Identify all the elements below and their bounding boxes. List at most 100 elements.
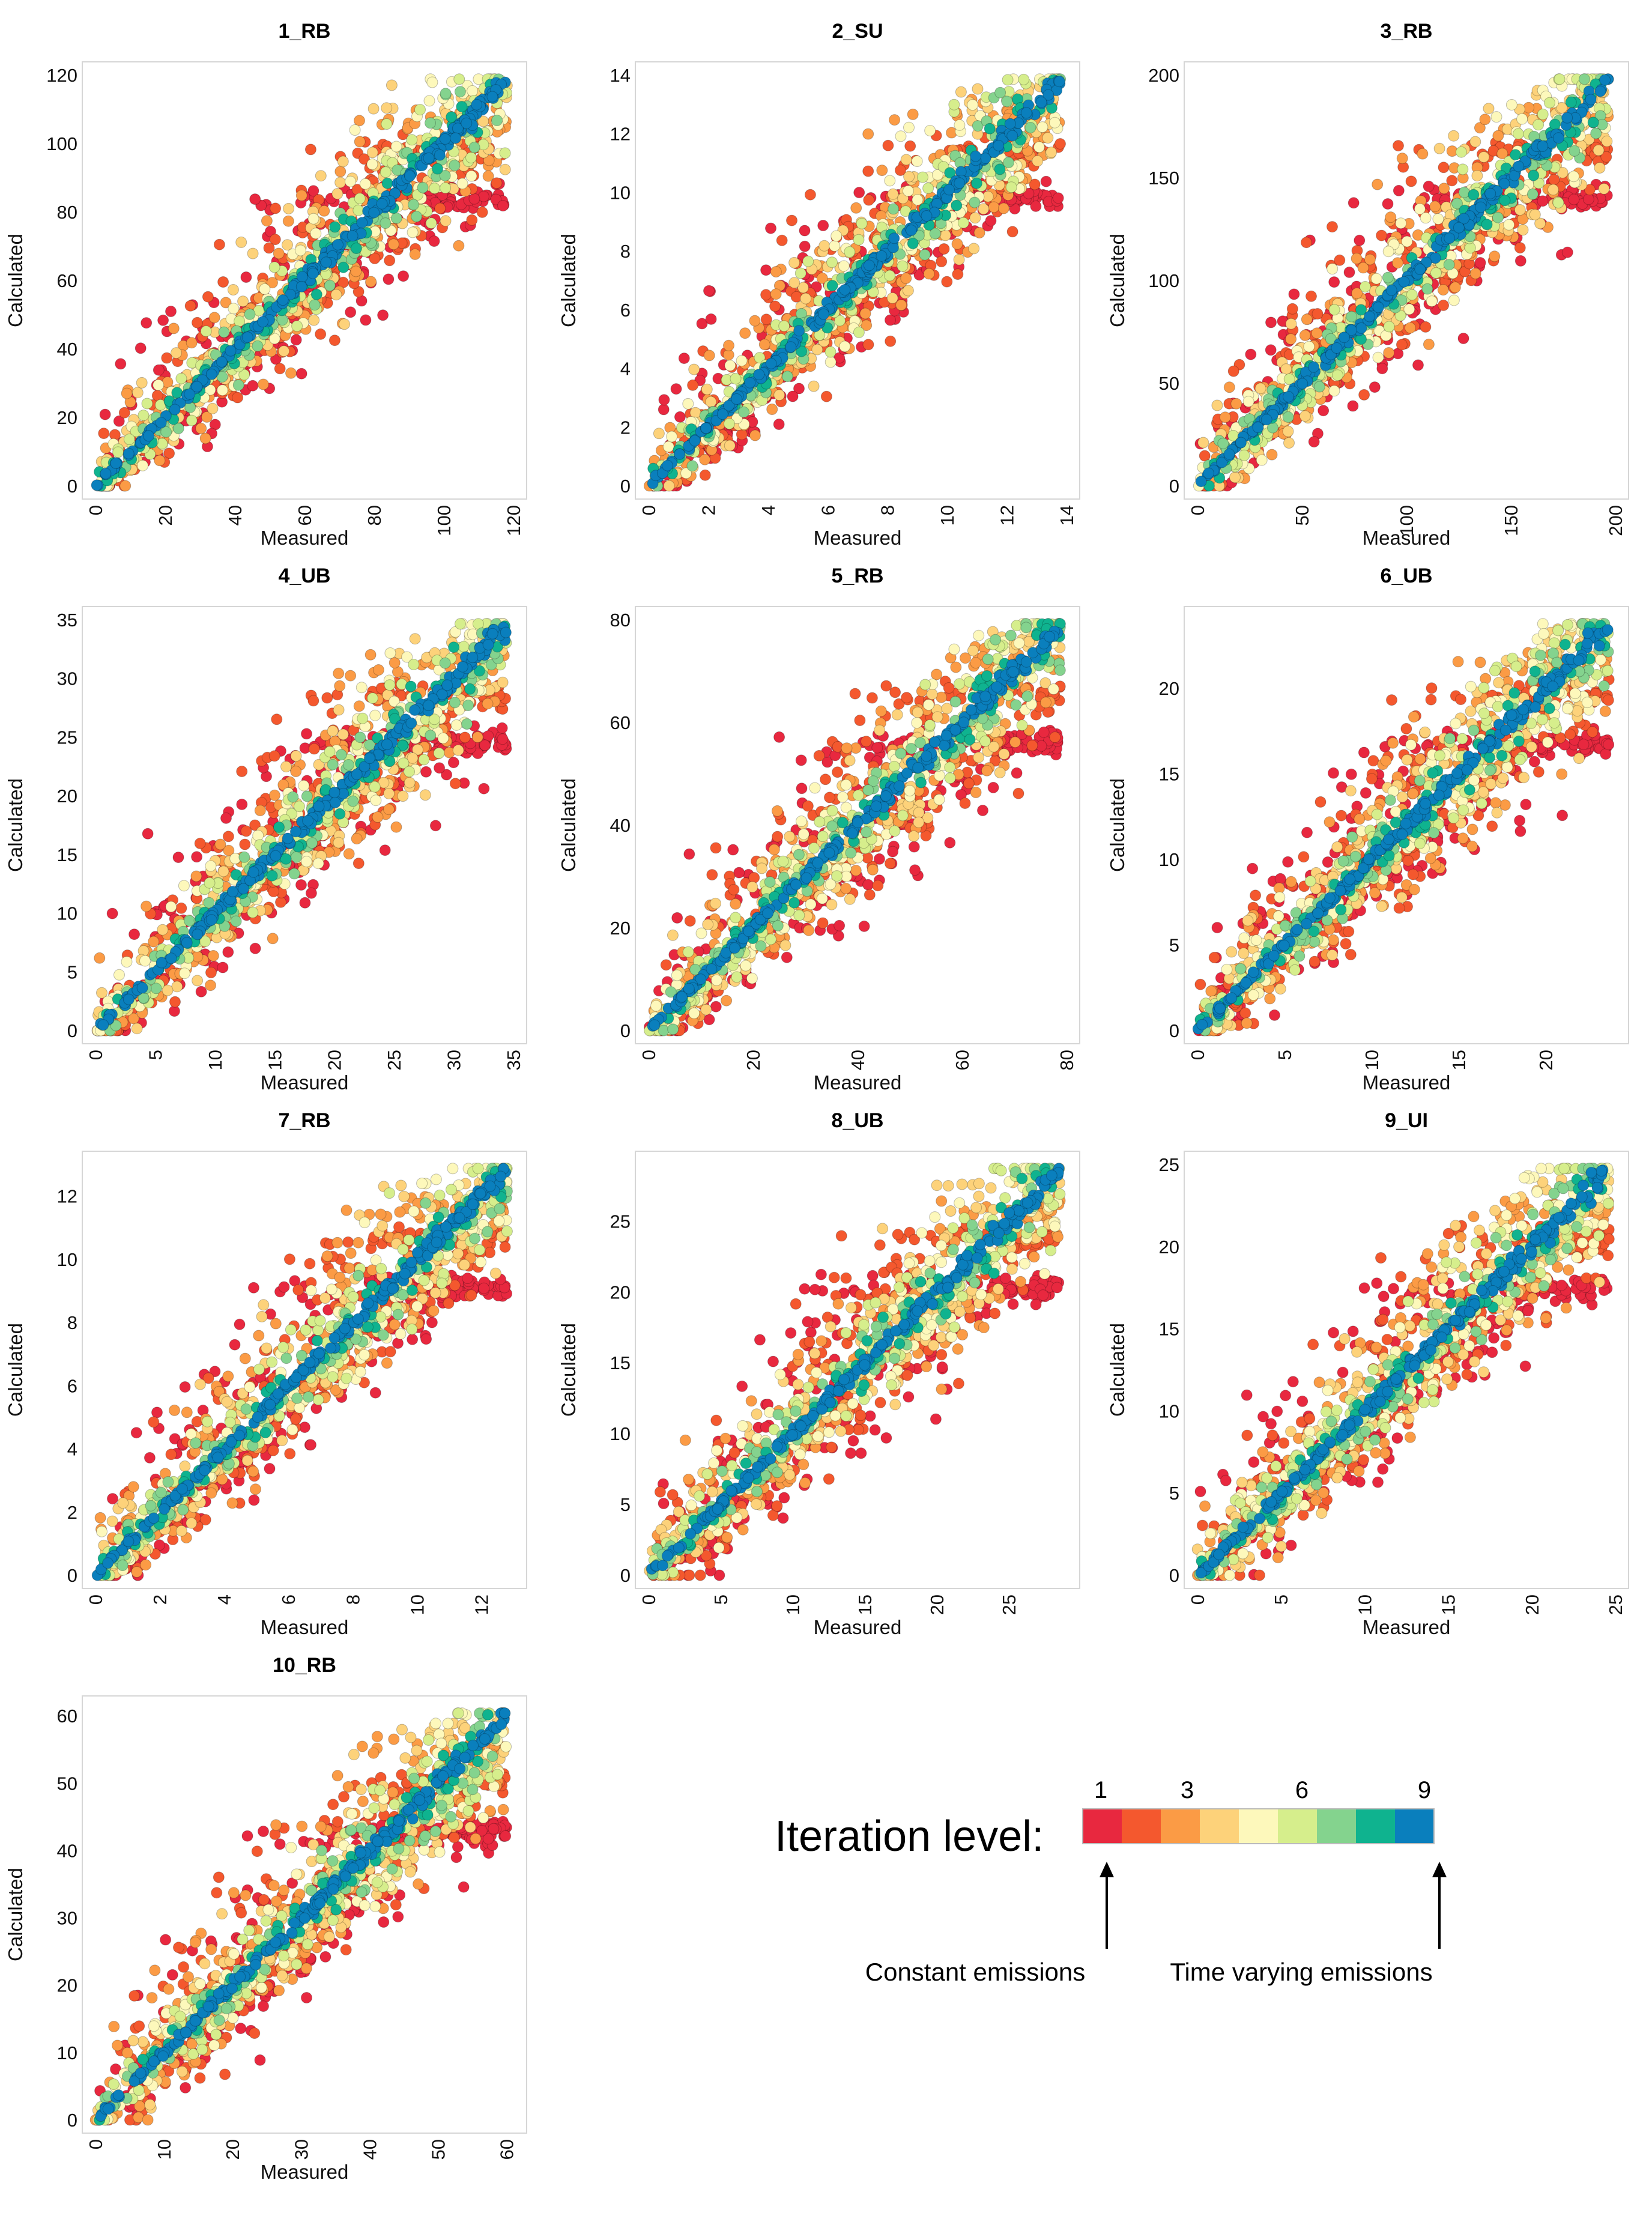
y-axis-label: Calculated [1106,234,1128,327]
data-point [1002,74,1014,86]
data-point [824,346,837,358]
data-point [447,757,459,769]
y-axis-label: Calculated [4,778,26,872]
data-point [1438,183,1450,195]
data-point [749,315,761,327]
data-point [1444,232,1456,244]
data-point [1437,284,1449,296]
data-point [131,1023,143,1035]
data-point [1510,149,1522,161]
data-point [1004,118,1016,130]
data-point [321,692,333,704]
data-point [799,225,811,237]
data-point [1052,192,1064,204]
data-point [1312,308,1324,319]
data-point [222,946,234,958]
data-point [882,139,894,151]
data-point [1393,140,1404,152]
y-tick-label: 20 [57,786,77,807]
x-tick-label: 40 [225,505,246,525]
data-point [290,334,302,346]
data-point [788,256,800,268]
data-point [390,212,402,224]
data-point [172,852,184,864]
data-point [497,200,509,212]
data-point [461,117,473,129]
data-point [1235,437,1247,449]
data-point [290,750,302,762]
data-point [380,217,392,229]
data-point [434,202,446,214]
data-point [345,306,357,318]
data-point [434,762,446,774]
data-point [334,166,346,178]
data-point [1327,263,1339,275]
x-tick-label: 15 [264,1050,285,1070]
data-point [969,212,981,224]
data-point [758,339,770,351]
data-point [499,147,511,159]
data-point [328,335,340,347]
data-point [163,447,175,459]
data-point [678,353,690,365]
data-point [153,379,165,391]
data-point [168,322,180,335]
data-point [1565,96,1577,108]
data-point [386,79,398,91]
data-point [1404,322,1416,334]
data-point [889,114,901,126]
data-point [1406,289,1418,301]
data-point [275,896,286,908]
data-point [136,377,148,389]
data-point [1358,389,1370,401]
data-point [1045,147,1057,159]
data-point [730,373,742,385]
data-point [838,260,850,272]
data-point [100,468,112,479]
data-point [1429,201,1441,213]
data-point [1303,341,1315,353]
data-point [938,243,950,255]
x-tick-label: 100 [434,505,455,536]
x-axis-label: Measured [261,527,349,549]
data-point [318,205,330,217]
data-point [432,163,443,175]
data-point [1599,74,1611,86]
data-point [1417,148,1429,160]
data-point [1528,169,1540,181]
data-point [397,790,409,802]
data-point [409,248,421,260]
data-point [1053,76,1065,88]
data-point [404,170,416,182]
data-point [1230,398,1242,410]
data-point [787,390,799,402]
data-point [994,86,1006,98]
data-point [490,193,502,205]
data-point [308,743,320,755]
data-point [1308,436,1320,448]
data-point [948,98,960,110]
data-point [736,355,748,367]
x-axis-label: Measured [814,527,902,549]
data-point [216,356,228,368]
data-point [333,837,345,849]
data-point [1517,224,1529,236]
data-point [268,750,280,762]
data-point [818,240,831,252]
data-point [383,804,395,816]
data-point [1203,467,1214,479]
x-tick-label: 60 [294,505,315,525]
data-point [195,985,207,997]
x-axis-label: Measured [261,1071,349,1094]
data-point [788,277,800,289]
data-point [808,380,820,392]
data-point [1296,378,1309,390]
data-point [1299,410,1311,422]
x-tick-label: 20 [324,1050,345,1070]
data-point [970,177,982,189]
data-point [1503,219,1515,231]
data-point [1594,162,1606,174]
data-point [478,783,490,795]
data-point [967,99,979,111]
data-point [290,766,302,777]
